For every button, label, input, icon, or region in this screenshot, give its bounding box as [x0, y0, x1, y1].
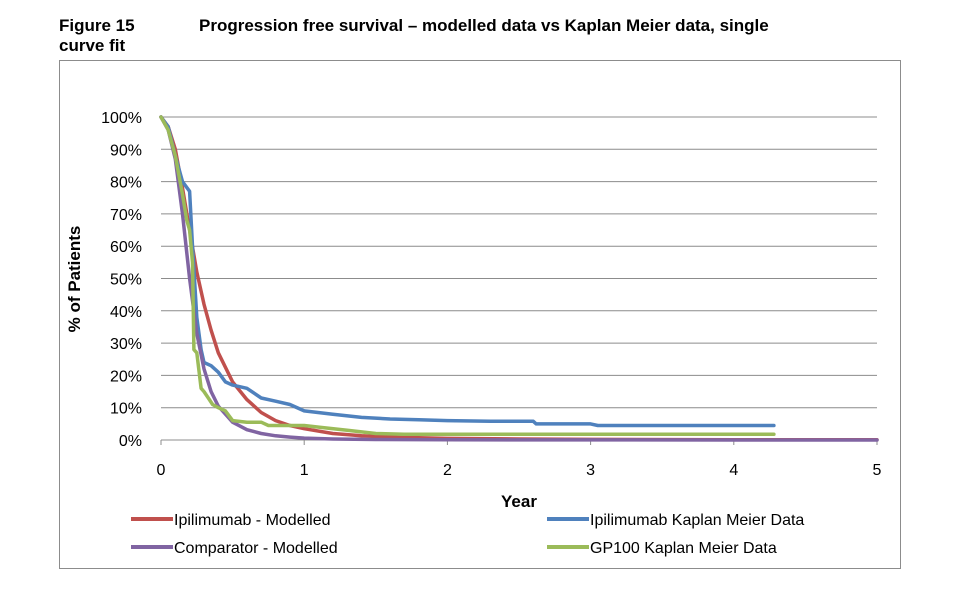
gridlines	[160, 116, 878, 445]
x-tick-label: 2	[443, 462, 452, 479]
x-tick-labels: 0 1 2 3 4 5	[157, 462, 882, 479]
series-line-gp100-kaplan-meier-data	[159, 115, 776, 436]
legend-label: Ipilimumab - Modelled	[174, 512, 331, 529]
y-tick-label: 20%	[110, 368, 142, 385]
x-tick-label: 1	[300, 462, 309, 479]
figure-title: Progression free survival – modelled dat…	[199, 16, 769, 35]
legend-label: Ipilimumab Kaplan Meier Data	[590, 512, 804, 529]
y-tick-label: 50%	[110, 272, 142, 289]
x-tick-label: 0	[157, 462, 166, 479]
figure-number-line1: Figure 15	[59, 16, 135, 35]
series-lines	[159, 115, 879, 442]
x-axis-title: Year	[501, 492, 537, 511]
y-tick-label: 80%	[110, 175, 142, 192]
y-axis-title: % of Patients	[65, 226, 84, 333]
y-tick-label: 60%	[110, 239, 142, 256]
y-tick-labels: 0% 10% 20% 30% 40% 50% 60% 70% 80% 90% 100%	[101, 110, 142, 450]
y-tick-label: 30%	[110, 336, 142, 353]
legend: Ipilimumab - Modelled Ipilimumab Kaplan M…	[131, 512, 804, 557]
y-tick-label: 90%	[110, 142, 142, 159]
figure-number-line2: curve fit	[59, 36, 126, 55]
y-tick-label: 100%	[101, 110, 142, 127]
y-tick-label: 40%	[110, 304, 142, 321]
legend-label: Comparator - Modelled	[174, 540, 338, 557]
y-tick-label: 10%	[110, 401, 142, 418]
y-tick-label: 70%	[110, 207, 142, 224]
x-tick-label: 5	[873, 462, 882, 479]
series-line-comparator-modelled	[159, 115, 879, 442]
legend-label: GP100 Kaplan Meier Data	[590, 540, 777, 557]
series-line-ipilimumab-kaplan-meier-data	[159, 115, 776, 428]
y-tick-label: 0%	[119, 433, 142, 450]
x-tick-label: 3	[586, 462, 595, 479]
figure-number: Figure 15 curve fit	[59, 16, 179, 56]
chart-frame	[59, 60, 901, 569]
x-tick-label: 4	[729, 462, 738, 479]
